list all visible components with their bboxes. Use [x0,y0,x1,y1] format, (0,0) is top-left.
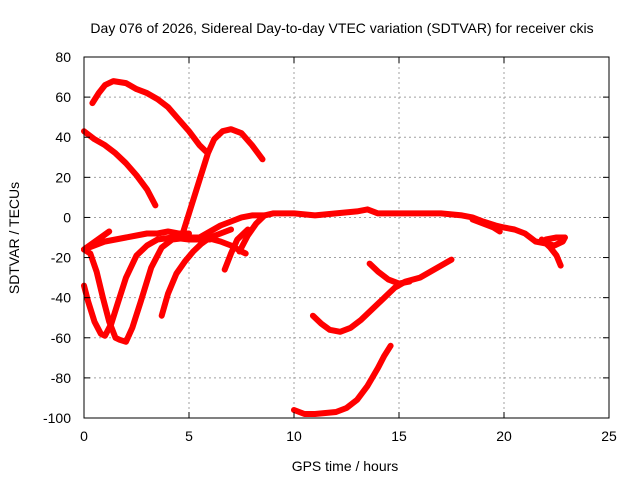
y-tick-label: 80 [55,49,71,65]
series-line-7 [81,228,113,253]
ticks: 0 5 10 15 20 25 -100 -80 -60 -40 -20 0 20 40 60 80 [43,49,617,444]
series-line-1 [89,78,209,155]
series-line-8 [158,226,234,319]
y-tick-label: -100 [43,410,71,426]
series-line-15 [291,342,394,417]
y-tick-label: 0 [63,209,71,225]
y-axis-label: SDTVAR / TECUs [6,182,22,294]
y-tick-label: 60 [55,89,71,105]
series-line-2 [81,128,159,209]
chart-title: Day 076 of 2026, Sidereal Day-to-day VTE… [90,20,593,36]
series-line-17 [366,260,413,287]
series-line-3 [179,126,266,237]
x-axis-label: GPS time / hours [292,458,399,474]
series-line-16 [309,256,455,335]
series-line-10 [236,206,568,255]
x-tick-label: 25 [601,428,617,444]
x-tick-label: 5 [185,428,193,444]
y-tick-label: -60 [51,330,71,346]
series-line-4 [81,234,249,345]
y-tick-label: -20 [51,250,71,266]
x-tick-label: 10 [286,428,302,444]
series-line-5 [81,234,213,339]
series-line-11 [186,212,268,243]
y-tick-label: 40 [55,129,71,145]
x-tick-label: 0 [80,428,88,444]
series-line-12 [469,216,503,235]
y-tick-label: -40 [51,290,71,306]
series-line-6 [81,228,192,253]
y-tick-label: -80 [51,370,71,386]
x-tick-label: 20 [496,428,512,444]
series-line-9 [221,226,251,273]
series-line-14 [543,234,568,243]
y-tick-label: 20 [55,169,71,185]
x-tick-label: 15 [391,428,407,444]
series-line-13 [538,236,564,269]
series-group [81,78,568,417]
plot-frame [83,56,610,419]
